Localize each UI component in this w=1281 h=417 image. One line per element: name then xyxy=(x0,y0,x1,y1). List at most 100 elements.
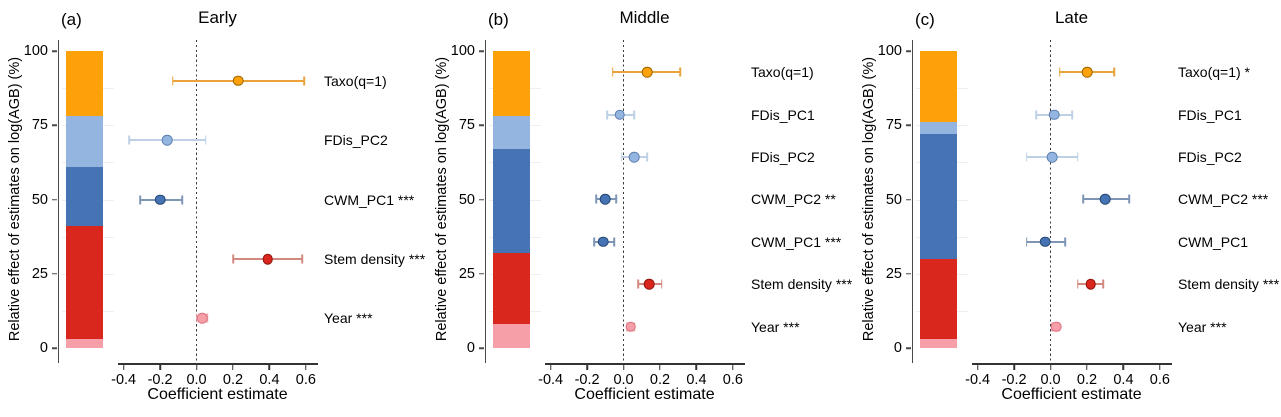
error-bar-cap xyxy=(633,110,636,120)
y-tick-mark-100 xyxy=(906,50,911,52)
point-fdis-pc2 xyxy=(162,134,173,146)
error-bar-cap xyxy=(204,135,207,145)
x-tick-mark--0.2 xyxy=(1013,364,1015,370)
forest-row-stem-density xyxy=(547,263,742,305)
y-tick-mark-100 xyxy=(479,50,484,52)
forest-row-year xyxy=(547,306,742,348)
y-tick-mark-100 xyxy=(52,50,57,52)
stacked-bar xyxy=(493,51,530,348)
row-label-stem-density: Stem density *** xyxy=(1178,276,1280,293)
error-bar-cap xyxy=(615,194,618,204)
x-tick-label--0.4: -0.4 xyxy=(965,372,991,388)
zero-reference-line xyxy=(622,40,625,363)
bar-segment-year xyxy=(920,339,957,348)
row-label-year: Year *** xyxy=(751,318,800,335)
error-bar-cap xyxy=(606,110,608,120)
y-tick-label-0: 0 xyxy=(893,340,902,356)
y-axis-line xyxy=(911,40,913,363)
x-axis: -0.4 -0.2 0.0 0.2 0.4 0.6 xyxy=(538,363,745,405)
y-tick-label-75: 75 xyxy=(458,117,475,134)
point-year xyxy=(1050,321,1062,333)
x-tick-mark-0.6 xyxy=(305,364,307,370)
x-tick-mark--0.4 xyxy=(976,364,979,370)
x-tick-label-0.2: 0.2 xyxy=(649,372,671,388)
y-axis: 100 75 50 25 0 xyxy=(0,43,57,356)
x-tick-label-0.0: 0.0 xyxy=(186,372,207,388)
forest-plot xyxy=(974,40,1169,363)
row-label-fdis-pc1: FDis_PC1 xyxy=(1178,106,1242,123)
panel-middle: (b) Middle Relative effect of estimates … xyxy=(427,0,854,417)
x-axis-title: Coefficient estimate xyxy=(147,386,288,403)
x-tick-label-0.6: 0.6 xyxy=(295,372,316,388)
row-label-cwm-pc1: CWM_PC1 *** xyxy=(324,191,415,208)
error-bar-cap xyxy=(1058,67,1061,77)
point-taxo-q-1 xyxy=(233,75,244,86)
row-label-taxo-q-1: Taxo(q=1) xyxy=(324,72,387,89)
row-label-fdis-pc2: FDis_PC2 xyxy=(324,132,388,149)
y-tick-label-50: 50 xyxy=(458,191,475,208)
x-tick-mark-0.4 xyxy=(695,364,698,370)
x-tick-mark-0.0 xyxy=(622,364,625,370)
error-bar-cap xyxy=(1128,194,1130,204)
panel-late: (c) Late Relative effect of estimates on… xyxy=(854,0,1281,417)
bar-segment-stem-density xyxy=(920,258,957,340)
point-year xyxy=(625,321,637,333)
bar-segment-fdis xyxy=(493,116,530,149)
x-tick-mark-0.6 xyxy=(732,364,734,370)
point-fdis-pc1 xyxy=(1048,109,1060,120)
bar-segment-cwm xyxy=(493,148,530,253)
bar-segment-year xyxy=(66,339,103,348)
y-tick-mark-75 xyxy=(906,124,911,126)
forest-row-taxo-q-1 xyxy=(120,51,315,110)
x-tick-label--0.2: -0.2 xyxy=(574,372,600,388)
y-tick-label-0: 0 xyxy=(466,340,475,356)
error-bar-cap xyxy=(128,135,130,145)
bar-segment-taxo xyxy=(66,51,103,117)
y-axis: 100 75 50 25 0 xyxy=(427,43,484,356)
error-bar-cap xyxy=(303,76,305,86)
x-tick-label-0.4: 0.4 xyxy=(259,372,280,388)
y-tick-label-25: 25 xyxy=(885,265,902,282)
x-tick-mark-0.4 xyxy=(268,364,271,370)
x-tick-mark--0.4 xyxy=(122,364,125,370)
x-tick-label--0.4: -0.4 xyxy=(111,372,137,388)
row-label-fdis-pc2: FDis_PC2 xyxy=(1178,149,1242,166)
error-bar-cap xyxy=(1026,237,1028,247)
point-cwm-pc2 xyxy=(600,194,611,205)
error-bar-cap xyxy=(1077,279,1079,289)
y-tick-label-100: 100 xyxy=(877,43,902,59)
point-cwm-pc1 xyxy=(154,194,166,205)
error-bar-cap xyxy=(181,195,183,205)
row-label-stem-density: Stem density *** xyxy=(751,276,853,293)
point-stem-density xyxy=(643,279,655,290)
bar-segment-cwm xyxy=(920,134,957,259)
row-label-fdis-pc1: FDis_PC1 xyxy=(751,106,815,123)
bar-segment-taxo xyxy=(493,51,530,117)
error-bar-cap xyxy=(1026,152,1028,162)
y-tick-mark-0 xyxy=(479,347,484,349)
forest-row-cwm-pc2 xyxy=(547,178,742,220)
forest-row-cwm-pc2 xyxy=(974,178,1169,220)
error-bar-cap xyxy=(646,152,649,162)
bar-segment-fdis xyxy=(66,116,103,167)
error-bar-cap xyxy=(661,279,663,289)
y-tick-label-50: 50 xyxy=(885,191,902,208)
error-bar-cap xyxy=(1035,110,1037,120)
panel-title: Early xyxy=(198,8,237,27)
error-bar-cap xyxy=(301,254,304,264)
error-bar-cap xyxy=(593,237,596,247)
bar-segment-year xyxy=(493,324,530,348)
point-taxo-q-1 xyxy=(641,66,653,78)
x-tick-label--0.2: -0.2 xyxy=(1001,372,1027,388)
point-taxo-q-1 xyxy=(1081,66,1093,78)
error-bar-cap xyxy=(637,279,639,289)
row-label-cwm-pc2: CWM_PC2 ** xyxy=(751,191,836,208)
x-tick-mark-0.0 xyxy=(1049,364,1052,370)
error-bar-cap xyxy=(595,194,597,204)
x-axis: -0.4 -0.2 0.0 0.2 0.4 0.6 xyxy=(111,363,318,405)
bar-segment-fdis xyxy=(920,122,957,135)
panel-label: (b) xyxy=(488,10,509,29)
y-tick-mark-50 xyxy=(52,198,57,201)
x-tick-label-0.2: 0.2 xyxy=(222,372,244,388)
